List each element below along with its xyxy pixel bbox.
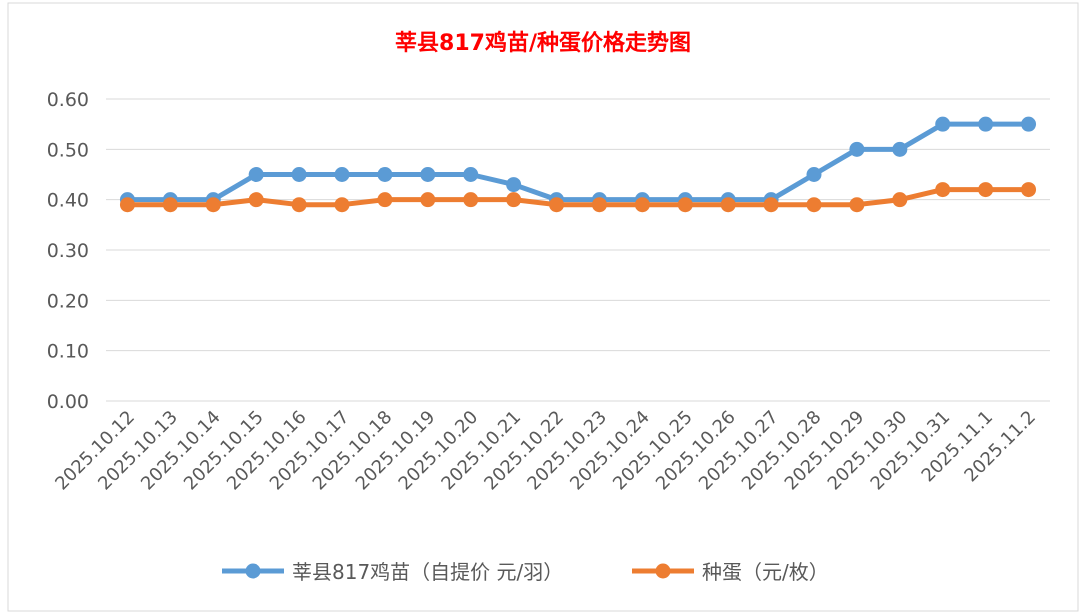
data-point bbox=[291, 197, 307, 213]
legend-marker bbox=[655, 563, 671, 579]
y-tick-label: 0.20 bbox=[47, 290, 89, 312]
data-point bbox=[377, 167, 393, 182]
data-point bbox=[463, 192, 479, 208]
data-point bbox=[420, 167, 436, 182]
data-point bbox=[119, 197, 135, 213]
series-0 bbox=[119, 116, 1037, 208]
data-point bbox=[892, 192, 908, 208]
data-point bbox=[935, 116, 951, 132]
data-point bbox=[334, 197, 350, 213]
y-tick-label: 0.50 bbox=[47, 139, 89, 161]
y-tick-label: 0.40 bbox=[47, 190, 89, 212]
data-point bbox=[634, 197, 650, 213]
chart-title: 莘县817鸡苗/种蛋价格走势图 bbox=[395, 30, 691, 56]
data-point bbox=[1021, 116, 1037, 132]
legend-label: 种蛋（元/枚） bbox=[702, 560, 829, 584]
data-point bbox=[849, 141, 865, 157]
data-point bbox=[849, 197, 865, 213]
data-point bbox=[334, 167, 350, 182]
y-tick-label: 0.00 bbox=[47, 391, 89, 413]
data-point bbox=[720, 197, 736, 213]
data-point bbox=[463, 167, 479, 182]
legend-item-1: 种蛋（元/枚） bbox=[632, 560, 829, 584]
data-point bbox=[506, 192, 522, 208]
legend-marker bbox=[245, 563, 261, 579]
data-point bbox=[248, 192, 264, 208]
data-point bbox=[806, 167, 822, 182]
y-tick-label: 0.30 bbox=[47, 240, 89, 262]
data-point bbox=[506, 177, 522, 193]
data-point bbox=[377, 192, 393, 208]
data-point bbox=[205, 197, 221, 213]
y-tick-label: 0.60 bbox=[47, 89, 89, 111]
chart-border bbox=[7, 2, 1079, 612]
legend-label: 莘县817鸡苗（自提价 元/羽） bbox=[292, 560, 563, 584]
data-point bbox=[806, 197, 822, 213]
legend-item-0: 莘县817鸡苗（自提价 元/羽） bbox=[222, 560, 563, 584]
data-point bbox=[420, 192, 436, 208]
series-1 bbox=[119, 182, 1037, 213]
data-point bbox=[549, 197, 565, 213]
data-point bbox=[591, 197, 607, 213]
data-point bbox=[978, 116, 994, 132]
data-point bbox=[291, 167, 307, 182]
data-point bbox=[248, 167, 264, 182]
data-point bbox=[892, 141, 908, 157]
y-tick-label: 0.10 bbox=[47, 341, 89, 363]
data-point bbox=[1021, 182, 1037, 198]
data-point bbox=[763, 197, 779, 213]
data-point bbox=[935, 182, 951, 198]
data-point bbox=[978, 182, 994, 198]
series-line bbox=[127, 121, 1029, 203]
data-point bbox=[162, 197, 178, 213]
series-line bbox=[127, 187, 1029, 208]
data-point bbox=[677, 197, 693, 213]
